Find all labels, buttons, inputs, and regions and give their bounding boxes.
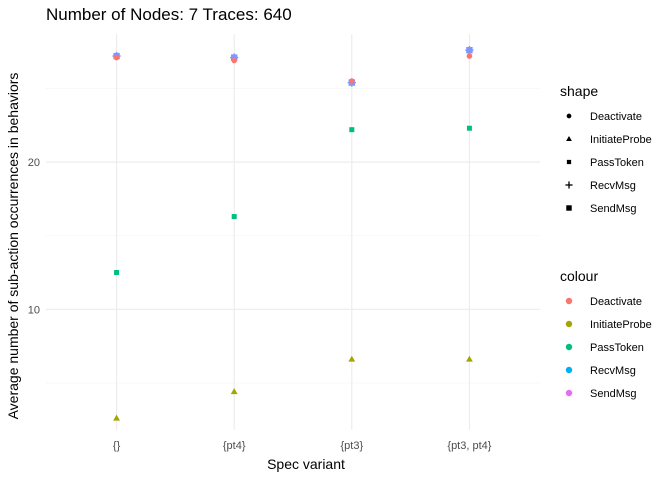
legend-key-shape: [566, 159, 572, 165]
point-deactivate: [231, 57, 237, 64]
point-passtoken: [466, 125, 472, 131]
point-deactivate: [349, 78, 355, 84]
legend-label: RecvMsg: [590, 180, 636, 192]
point-passtoken: [349, 127, 355, 133]
point-initiateprobe: [348, 355, 356, 362]
point-passtoken: [114, 269, 120, 275]
legend-key-shape: [566, 205, 572, 211]
legend-key-colour: [565, 343, 573, 351]
x-tick-labels: {} {pt4} {pt3} {pt3, pt4}: [113, 440, 492, 452]
x-tick-label: {pt3}: [340, 440, 363, 452]
x-tick-label: {pt4}: [223, 440, 246, 452]
legend-label: InitiateProbe: [590, 134, 652, 146]
x-tick-label: {pt3, pt4}: [447, 440, 491, 452]
legend: shape Deactivate InitiateProbe PassToken Rec…: [560, 83, 652, 400]
legend-label: Deactivate: [590, 296, 642, 308]
legend-key-shape: [566, 135, 572, 141]
legend-title: colour: [560, 268, 598, 284]
x-tick-label: {}: [113, 440, 121, 452]
point-recvmsg: [465, 45, 474, 55]
point-deactivate: [113, 54, 120, 61]
legend-label: RecvMsg: [590, 365, 636, 377]
legend-title: shape: [560, 83, 598, 99]
point-initiateprobe: [113, 414, 120, 421]
point-initiateprobe: [230, 388, 238, 395]
legend-key-colour: [565, 389, 573, 397]
y-tick-labels: 10 20: [28, 157, 40, 316]
legend-key-shape: [566, 113, 572, 119]
legend-label: SendMsg: [590, 203, 636, 215]
point-deactivate: [466, 53, 473, 59]
legend-label: InitiateProbe: [590, 319, 652, 331]
data-points: [112, 45, 474, 421]
chart-title: Number of Nodes: 7 Traces: 640: [46, 5, 292, 24]
y-tick-label: 20: [28, 157, 40, 169]
legend-key-colour: [565, 297, 573, 305]
legend-label: PassToken: [590, 342, 644, 354]
legend-label: PassToken: [590, 157, 644, 169]
legend-key-colour: [565, 366, 573, 374]
legend-key-shape: [565, 181, 573, 189]
point-initiateprobe: [466, 355, 473, 362]
y-axis-title: Average number of sub-action occurrences…: [5, 73, 21, 420]
legend-key-colour: [565, 320, 573, 328]
point-passtoken: [231, 214, 237, 220]
legend-label: Deactivate: [590, 111, 642, 123]
legend-label: SendMsg: [590, 388, 636, 400]
y-tick-label: 10: [28, 304, 40, 316]
grid: [46, 34, 540, 430]
x-axis-title: Spec variant: [267, 456, 345, 472]
